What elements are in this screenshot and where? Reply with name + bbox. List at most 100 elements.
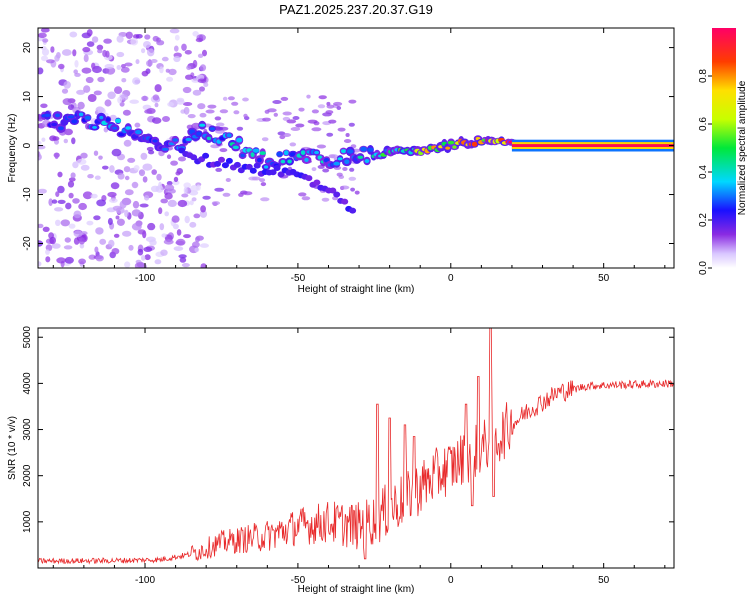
spectrogram-noise-blob <box>99 238 107 245</box>
y-tick-label: -20 <box>22 236 33 251</box>
spectrogram-noise-blob <box>333 101 343 106</box>
spectrogram-noise-blob <box>164 211 169 217</box>
snr-series-line <box>38 328 674 565</box>
spectrogram-noise-blob <box>242 191 253 196</box>
spectrogram-noise-blob <box>38 67 44 75</box>
spectrogram-noise-blob <box>116 218 125 226</box>
spectrogram-noise-blob <box>116 51 125 58</box>
spectrogram-noise-blob <box>146 60 153 67</box>
spectrogram-noise-blob <box>215 167 223 172</box>
colorbar-label: Normalized spectral amplitude <box>737 80 748 215</box>
spectrogram-noise-blob <box>63 81 71 89</box>
spectrogram-noise-blob <box>147 222 156 231</box>
spectrogram-ridge-blob <box>99 115 104 120</box>
spectrogram-noise-blob <box>160 198 168 204</box>
spectrogram-noise-blob <box>158 181 163 190</box>
spectrogram-noise-blob <box>51 199 58 204</box>
spectrogram-noise-blob <box>55 219 61 226</box>
snr-ticks: -100 -50 0 50 1000 2000 3000 4000 5000 <box>22 326 674 586</box>
spectrogram-noise-blob <box>144 195 150 201</box>
spectrogram-noise-blob <box>195 236 200 243</box>
snr-panel: -100 -50 0 50 1000 2000 3000 4000 5000 Height of… <box>7 326 675 595</box>
spectrogram-noise-blob <box>119 200 127 209</box>
spectrogram-noise-blob <box>149 239 157 246</box>
spectrogram-noise-blob <box>199 64 207 72</box>
spectrogram-noise-blob <box>298 192 307 197</box>
spectrogram-noise-blob <box>168 68 177 76</box>
spectrogram-noise-blob <box>135 34 143 39</box>
spectrogram-noise-blob <box>131 222 142 231</box>
spectrogram-noise-blob <box>124 261 131 268</box>
spectrogram-noise-blob <box>134 79 141 84</box>
spectrogram-noise-blob <box>181 193 189 198</box>
spectrogram-noise-blob <box>151 169 157 175</box>
spectrogram-noise-blob <box>260 197 270 202</box>
spectrogram-noise-blob <box>152 117 162 124</box>
spectrogram-noise-blob <box>80 152 88 159</box>
spectrogram-noise-blob <box>63 138 68 144</box>
spectrogram-noise-blob <box>70 172 76 179</box>
spectrogram-ridge-blob <box>346 149 354 154</box>
snr-plot-area <box>38 328 674 565</box>
spectrogram-noise-blob <box>194 247 200 253</box>
spectrogram-noise-blob <box>138 169 146 177</box>
spectrogram-noise-blob <box>112 205 123 211</box>
spectrogram-noise-blob <box>137 229 146 235</box>
spectrogram-noise-blob <box>141 95 149 101</box>
spectrogram-noise-blob <box>137 248 144 256</box>
spectrogram-noise-blob <box>82 191 93 200</box>
spectrogram-ridge-blob <box>250 152 255 158</box>
spectrogram-noise-blob <box>195 37 203 43</box>
spectrogram-noise-blob <box>94 246 99 253</box>
spectrogram-noise-blob <box>73 210 82 219</box>
spectrogram-noise-blob <box>219 148 228 153</box>
spectrogram-noise-blob <box>123 166 131 173</box>
spectrogram-noise-blob <box>166 181 173 186</box>
spectrogram-branch-blob <box>349 207 357 214</box>
spectrogram-noise-blob <box>115 215 120 220</box>
spectrogram-frame <box>37 27 675 269</box>
spectrogram-noise-blob <box>173 176 179 182</box>
spectrogram-y-axis-label: Frequency (Hz) <box>7 114 18 183</box>
spectrogram-ridge-blob <box>304 157 309 162</box>
colorbar-tick-label: 0.4 <box>698 165 709 179</box>
spectrogram-noise-blob <box>54 54 60 62</box>
spectrogram-ridge-blob <box>172 138 179 142</box>
spectrogram-noise-blob <box>311 167 317 172</box>
spectrogram-branch-blob <box>329 187 337 194</box>
spectrogram-noise-blob <box>214 187 225 192</box>
y-tick-label: 2000 <box>22 464 33 487</box>
spectrogram-noise-blob <box>182 86 192 94</box>
spectrogram-noise-blob <box>124 175 130 181</box>
spectrogram-noise-blob <box>48 198 53 206</box>
spectrogram-noise-blob <box>144 254 151 261</box>
spectrogram-noise-blob <box>166 154 172 159</box>
spectrogram-ridge-blob <box>252 148 260 153</box>
spectrogram-noise-blob <box>57 199 66 204</box>
spectrogram-branch-blob <box>221 162 229 169</box>
spectrogram-noise-blob <box>83 54 89 63</box>
spectrogram-noise-blob <box>350 187 355 192</box>
spectrogram-ridge-blob <box>236 137 243 143</box>
spectrogram-noise-blob <box>57 171 63 178</box>
spectrogram-noise-blob <box>203 82 209 87</box>
spectrogram-branch-blob <box>214 160 221 167</box>
spectrogram-noise-blob <box>348 99 357 104</box>
spectrogram-noise-blob <box>171 215 180 223</box>
spectrogram-noise-blob <box>169 28 180 34</box>
spectrogram-noise-blob <box>116 35 124 43</box>
spectrogram-noise-blob <box>286 119 297 124</box>
spectrogram-noise-blob <box>242 97 249 102</box>
spectrogram-noise-blob <box>41 137 46 142</box>
spectrogram-branch-blob <box>333 191 341 198</box>
spectrogram-noise-blob <box>38 153 42 161</box>
spectrogram-noise-blob <box>46 59 55 64</box>
spectrogram-noise-blob <box>127 157 136 163</box>
spectrogram-noise-blob <box>60 219 70 227</box>
spectrogram-noise-blob <box>82 46 91 53</box>
spectrogram-noise-blob <box>161 233 167 238</box>
x-tick-label: 50 <box>598 273 610 284</box>
spectrogram-ridge-blob <box>161 147 169 151</box>
spectrogram-noise-blob <box>68 177 76 182</box>
